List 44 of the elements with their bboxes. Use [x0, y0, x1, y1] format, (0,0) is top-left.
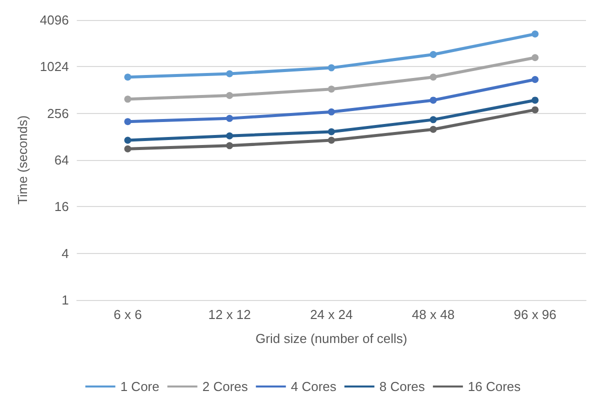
point — [328, 128, 335, 136]
x-tick-label: 48 x 48 — [412, 307, 455, 322]
point — [226, 142, 234, 150]
legend-label: 1 Core — [120, 379, 160, 394]
legend-label: 4 Cores — [290, 379, 337, 394]
point — [430, 126, 437, 133]
point — [532, 76, 539, 83]
point — [124, 118, 132, 126]
y-tick-label: 256 — [47, 106, 69, 121]
y-tick-label: 1024 — [40, 59, 69, 74]
point — [430, 116, 437, 124]
legend-label: 8 Cores — [379, 379, 426, 394]
y-tick-label: 16 — [54, 199, 69, 214]
y-axis-title: Time (seconds) — [15, 115, 30, 205]
x-tick-label: 12 x 12 — [208, 307, 251, 322]
point — [328, 108, 335, 116]
point — [328, 136, 335, 144]
legend-label: 2 Cores — [202, 379, 248, 394]
point — [226, 132, 234, 140]
x-axis-title: Grid size (number of cells) — [256, 331, 408, 346]
point — [328, 86, 335, 93]
point — [430, 51, 437, 58]
point — [124, 74, 132, 81]
point — [328, 64, 335, 72]
point — [124, 145, 132, 152]
point — [532, 106, 539, 114]
legend-label: 16 Cores — [468, 379, 522, 394]
y-tick-label: 4096 — [40, 12, 69, 28]
point — [532, 96, 539, 104]
point — [430, 96, 437, 104]
x-tick-label: 96 x 96 — [514, 307, 556, 322]
y-tick-label: 64 — [54, 152, 69, 168]
y-tick-label: 1 — [62, 292, 69, 308]
y-tick-label: 4 — [62, 246, 69, 261]
point — [226, 114, 234, 122]
x-tick-label: 24 x 24 — [310, 307, 353, 322]
point — [226, 92, 234, 99]
x-tick-label: 6 x 6 — [114, 307, 142, 322]
point — [430, 74, 437, 81]
point — [532, 30, 539, 38]
point — [226, 70, 234, 78]
point — [124, 136, 132, 144]
point — [532, 54, 539, 62]
point — [124, 96, 132, 103]
